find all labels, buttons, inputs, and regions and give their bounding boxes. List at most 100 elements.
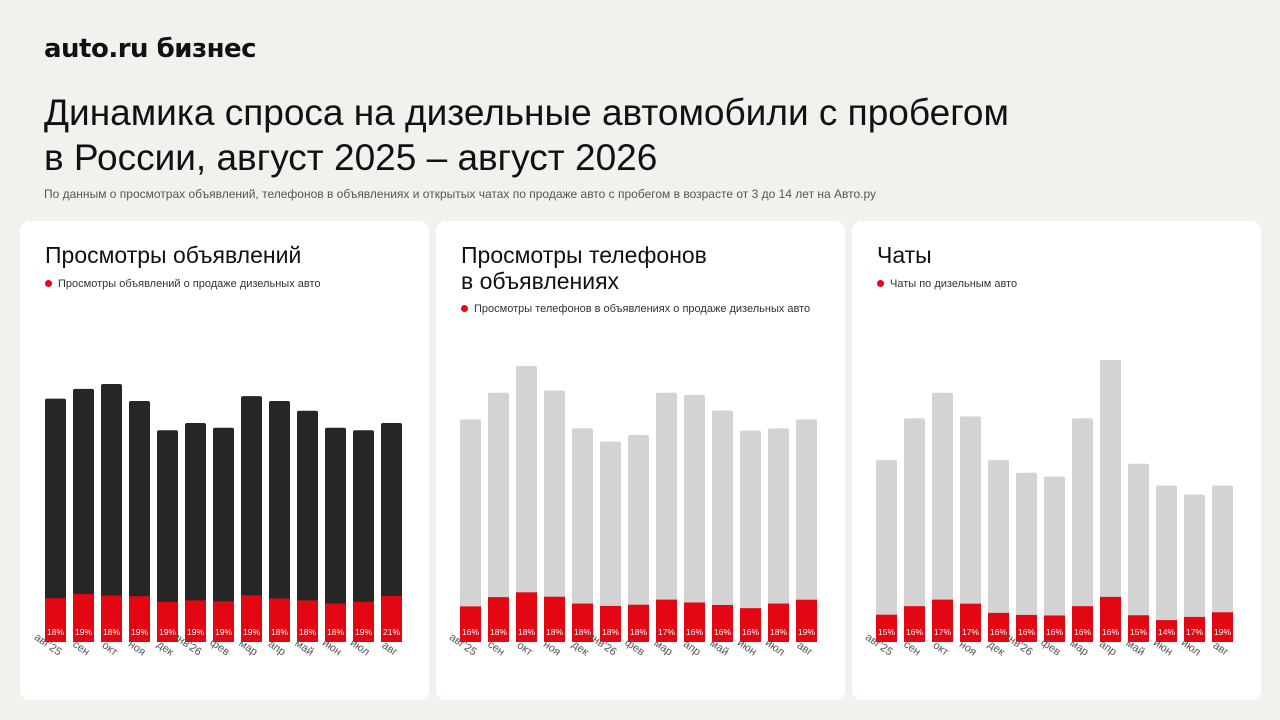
bar-value-label: 16% [1074,627,1091,637]
bar-group-4: 18%дек [570,428,593,659]
bar-diesel-share [73,593,94,642]
bar-value-label: 18% [546,627,563,637]
logo: auto.ru бизнес [44,34,257,64]
x-tick-label: окт [931,639,951,658]
bar-diesel-share [876,614,897,642]
bar-diesel-share [572,603,593,642]
bar-total [297,410,318,642]
bar-value-label: 18% [299,627,316,637]
bar-chart: 16%авг'25 18%сен18%окт18%ноя18%дек18%янв'… [447,366,817,659]
bar-diesel-share [768,603,789,642]
bar-total [628,435,649,642]
bar-value-label: 16% [742,627,759,637]
bar-total [740,430,761,642]
bar-total [1072,418,1093,642]
bar-diesel-share [740,608,761,642]
card-title-line-1: Чаты [877,242,932,268]
bar-value-label: 15% [878,627,895,637]
bar-value-label: 18% [47,627,64,637]
bar-total [73,388,94,642]
bar-total [325,427,346,642]
bar-diesel-share [45,598,66,642]
bar-total [768,428,789,642]
card-title: Просмотры объявлений [45,242,405,268]
bar-group-0: 15%авг'25 [863,460,897,658]
bar-total [241,396,262,642]
card-title-line-1: Просмотры объявлений [45,242,302,268]
bar-group-1: 19%сен [70,388,94,658]
legend-label: Просмотры объявлений о продаже дизельных… [58,278,321,290]
bar-total [101,384,122,642]
bar-group-5: 19%янв'26 [170,422,206,658]
bar-total [684,394,705,642]
bar-group-9: 15%май [1124,463,1149,658]
bar-total [796,419,817,642]
bar-group-3: 17%ноя [957,416,981,658]
bar-total [712,410,733,642]
bar-total [460,419,481,642]
chart-legend: Просмотры телефонов в объявлениях о прод… [461,303,810,315]
x-tick-label: авг [795,639,815,658]
bar-group-9: 18%май [293,410,318,658]
card-title: Чаты [877,242,1237,268]
bar-chart: 15%авг'25 16%сен17%окт17%ноя16%дек16%янв'… [863,360,1233,659]
bar-group-11: 17%июл [1179,494,1205,658]
bar-group-11: 18%июл [763,428,789,658]
bar-group-2: 18% окт [100,384,122,658]
bar-diesel-share [712,604,733,642]
bar-diesel-share [628,604,649,642]
bar-value-label: 19% [798,627,815,637]
legend-dot-icon [45,279,52,287]
bar-group-8: 18%апр [266,401,290,658]
bar-value-label: 18% [574,627,591,637]
bar-diesel-share [241,595,262,642]
x-tick-label: окт [100,639,120,658]
bar-total [572,428,593,642]
x-tick-label: авг [380,639,400,658]
bar-diesel-share [297,600,318,642]
bar-diesel-share [460,606,481,642]
chart-card-phone-views: Просмотры телефонов в объявлениях Просмо… [436,221,845,700]
bar-diesel-share [904,606,925,642]
bar-total [516,366,537,642]
bar-value-label: 18% [327,627,344,637]
bar-diesel-share [185,600,206,642]
bar-group-7: 19%мар [237,396,262,658]
legend-dot-icon [877,279,884,287]
bar-group-9: 16%май [708,410,733,658]
bar-total [185,422,206,642]
bar-diesel-share [269,598,290,642]
bar-group-3: 18%ноя [541,390,565,658]
bar-value-label: 16% [686,627,703,637]
bar-total [213,427,234,642]
bar-diesel-share [516,592,537,642]
bar-value-label: 16% [1046,627,1063,637]
bar-total [129,401,150,642]
bar-total [904,418,925,642]
bar-total [45,398,66,642]
bar-diesel-share [656,599,677,642]
bar-total [1016,472,1037,642]
bar-diesel-share [988,612,1009,642]
bar-diesel-share [1184,616,1205,642]
bar-value-label: 18% [103,627,120,637]
bar-diesel-share [1212,612,1233,642]
bar-group-4: 16%дек [986,460,1009,659]
bar-value-label: 16% [1102,627,1119,637]
title-line-1: Динамика спроса на дизельные автомобили … [44,92,1009,133]
chart-card-chats: Чаты Чаты по дизельным авто 15% авг'25 16%… [852,221,1261,700]
bar-total [1128,463,1149,642]
bar-diesel-share [1072,606,1093,642]
bar-diesel-share [129,596,150,642]
bar-group-3: 19%ноя [126,401,150,658]
bar-diesel-share [1044,615,1065,642]
bar-total [353,430,374,642]
bar-total [157,430,178,642]
bar-group-1: 18%сен [485,392,509,658]
bar-group-6: 18%фев [623,435,649,659]
bar-value-label: 19% [75,627,92,637]
page-subtitle: По данным о просмотрах объявлений, телеф… [44,187,877,201]
bar-value-label: 18% [271,627,288,637]
bar-diesel-share [544,596,565,642]
bar-diesel-share [325,603,346,642]
